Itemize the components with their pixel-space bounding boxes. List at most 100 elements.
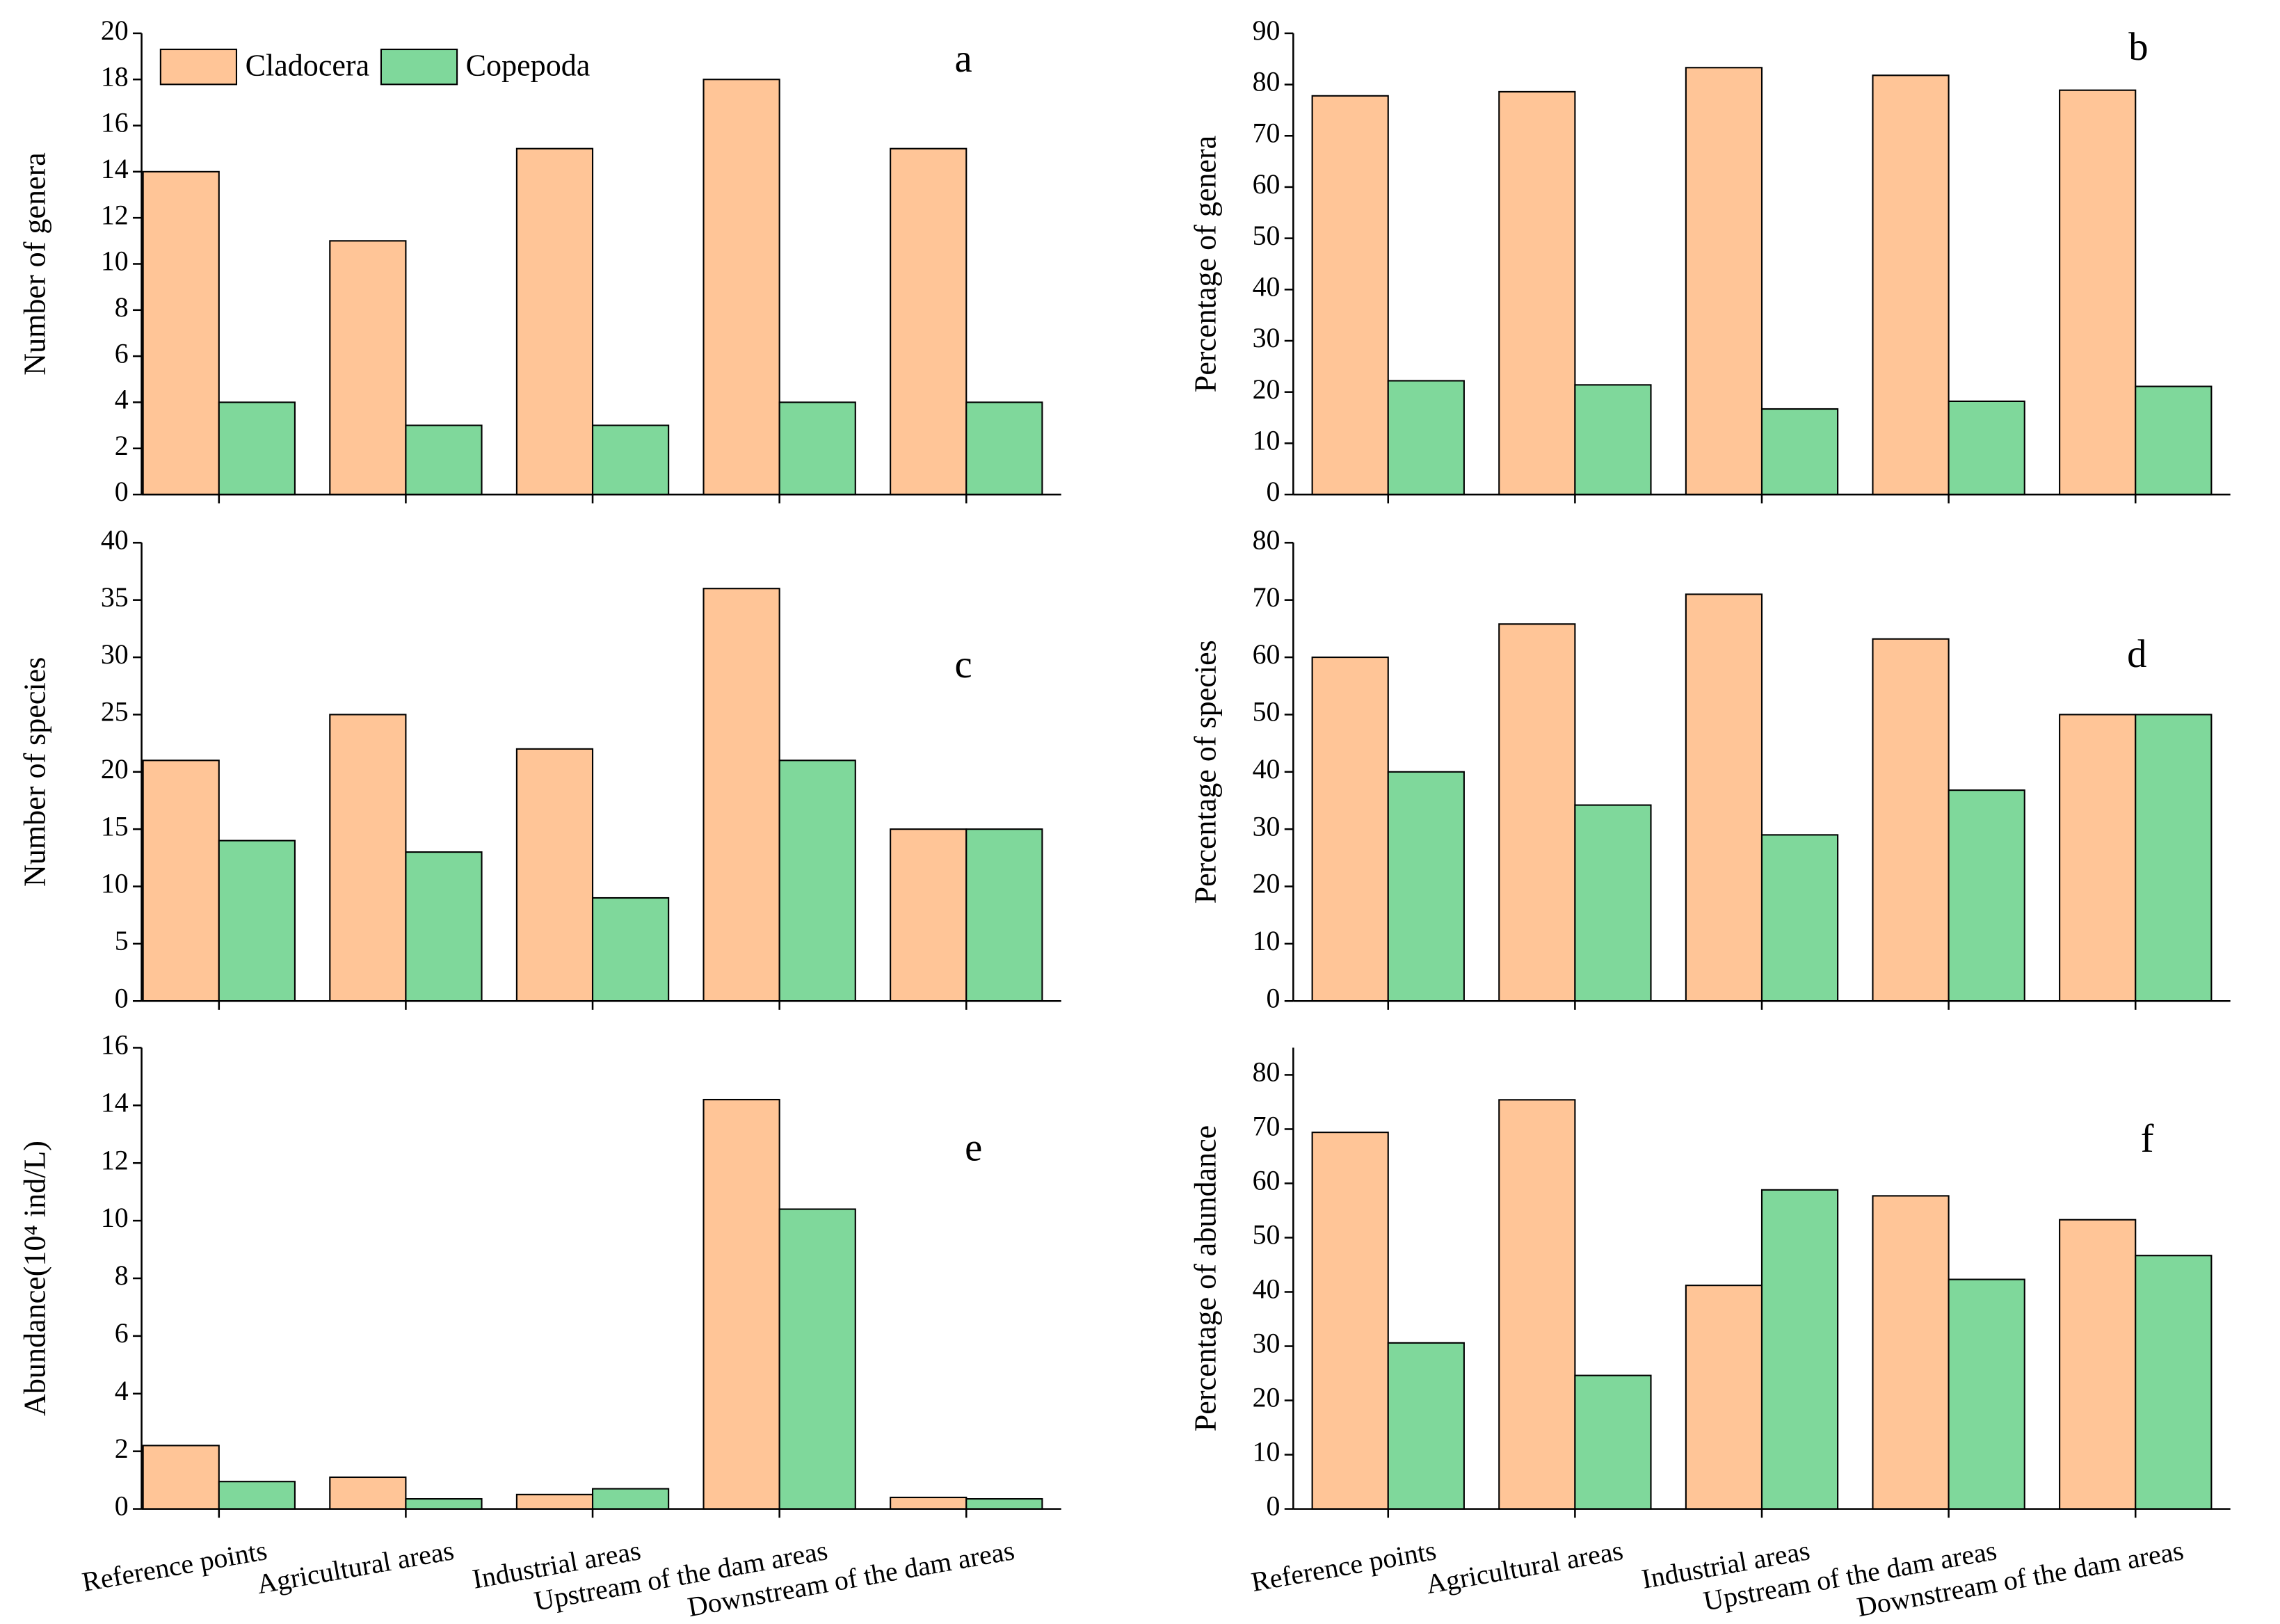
y-tick-label: 10	[1253, 925, 1281, 956]
bar	[2135, 1255, 2213, 1510]
bar	[329, 714, 407, 1002]
bar	[515, 748, 594, 1002]
y-tick-label: 14	[101, 1086, 129, 1118]
y-tick-label: 15	[101, 810, 129, 842]
bar	[218, 839, 296, 1002]
bar	[703, 588, 780, 1002]
y-tick-label: 0	[115, 1490, 129, 1522]
bar	[1760, 408, 1839, 496]
y-axis-label: Number of genera	[18, 152, 52, 376]
y-tick-label: 35	[101, 581, 129, 613]
bar	[2059, 1219, 2137, 1510]
bar	[778, 401, 856, 496]
panel-label: c	[954, 643, 972, 686]
y-tick-label: 6	[115, 337, 129, 369]
bar	[1948, 400, 2025, 496]
bar	[1387, 1342, 1465, 1510]
y-tick-label: 80	[1253, 1056, 1281, 1088]
y-tick-label: 30	[1253, 810, 1281, 842]
bar	[1872, 1195, 1950, 1510]
bar	[1311, 656, 1389, 1002]
x-tick-label: Reference points	[1249, 1534, 1439, 1598]
legend-label: Cladocera	[246, 48, 370, 82]
y-tick-label: 0	[115, 982, 129, 1013]
y-tick-label: 30	[101, 638, 129, 670]
bar	[142, 759, 220, 1002]
y-tick-label: 70	[1253, 117, 1281, 148]
y-tick-label: 5	[115, 925, 129, 956]
bar	[1387, 771, 1465, 1002]
bar	[405, 1498, 483, 1510]
bar	[1948, 789, 2025, 1002]
y-tick-label: 40	[101, 524, 129, 555]
bar	[218, 1481, 296, 1510]
x-tick-label: Reference points	[80, 1534, 270, 1598]
bar	[965, 1498, 1043, 1510]
bar	[1760, 834, 1839, 1002]
bar	[2135, 714, 2213, 1002]
y-tick-label: 60	[1253, 638, 1281, 670]
bar	[329, 240, 407, 496]
bar	[778, 759, 856, 1002]
bar	[515, 147, 594, 496]
bar	[1574, 804, 1652, 1002]
y-tick-label: 70	[1253, 581, 1281, 613]
bar	[142, 1445, 220, 1510]
panel-label: b	[2128, 26, 2148, 69]
bar	[2059, 89, 2137, 496]
bar	[1760, 1189, 1839, 1510]
bar	[1311, 1132, 1389, 1510]
bar	[591, 897, 670, 1002]
y-tick-label: 0	[1267, 982, 1281, 1013]
y-tick-label: 10	[1253, 425, 1281, 456]
y-tick-label: 20	[1253, 868, 1281, 899]
y-tick-label: 10	[101, 1202, 129, 1233]
legend-swatch	[159, 48, 238, 86]
y-tick-label: 20	[101, 753, 129, 785]
bar	[703, 79, 780, 496]
bar	[1311, 95, 1389, 496]
y-tick-label: 16	[101, 1029, 129, 1061]
bar	[2135, 385, 2213, 496]
y-tick-label: 40	[1253, 753, 1281, 785]
bar	[1948, 1278, 2025, 1510]
legend-label: Copepoda	[466, 48, 591, 82]
x-tick-label: Agricultural areas	[1424, 1534, 1625, 1600]
y-tick-label: 16	[101, 107, 129, 138]
bar	[703, 1098, 780, 1510]
panel-label: a	[954, 38, 972, 81]
panel-label: f	[2141, 1118, 2154, 1161]
bar	[1498, 1099, 1576, 1510]
bar	[2059, 714, 2137, 1002]
panel-label: d	[2127, 633, 2146, 676]
bar	[591, 1488, 670, 1510]
bar	[1498, 90, 1576, 496]
y-tick-label: 25	[101, 696, 129, 727]
y-tick-label: 20	[101, 15, 129, 46]
bar	[515, 1493, 594, 1510]
bar	[1685, 67, 1763, 496]
y-tick-label: 30	[1253, 322, 1281, 353]
y-tick-label: 40	[1253, 271, 1281, 302]
y-tick-label: 20	[1253, 1382, 1281, 1413]
y-tick-label: 10	[101, 246, 129, 277]
x-tick-label: Agricultural areas	[255, 1534, 456, 1600]
y-tick-label: 8	[115, 1260, 129, 1291]
y-tick-label: 8	[115, 291, 129, 323]
y-tick-label: 6	[115, 1317, 129, 1349]
bar	[1498, 623, 1576, 1002]
y-tick-label: 50	[1253, 220, 1281, 251]
y-tick-label: 40	[1253, 1273, 1281, 1305]
y-tick-label: 80	[1253, 66, 1281, 97]
y-tick-label: 50	[1253, 1219, 1281, 1251]
y-tick-label: 60	[1253, 168, 1281, 200]
legend-swatch	[380, 48, 458, 86]
bar	[1574, 384, 1652, 496]
y-tick-label: 10	[1253, 1436, 1281, 1468]
bar	[1872, 638, 1950, 1002]
y-tick-label: 10	[101, 868, 129, 899]
y-tick-label: 0	[1267, 476, 1281, 507]
y-tick-label: 18	[101, 61, 129, 92]
y-tick-label: 80	[1253, 524, 1281, 555]
